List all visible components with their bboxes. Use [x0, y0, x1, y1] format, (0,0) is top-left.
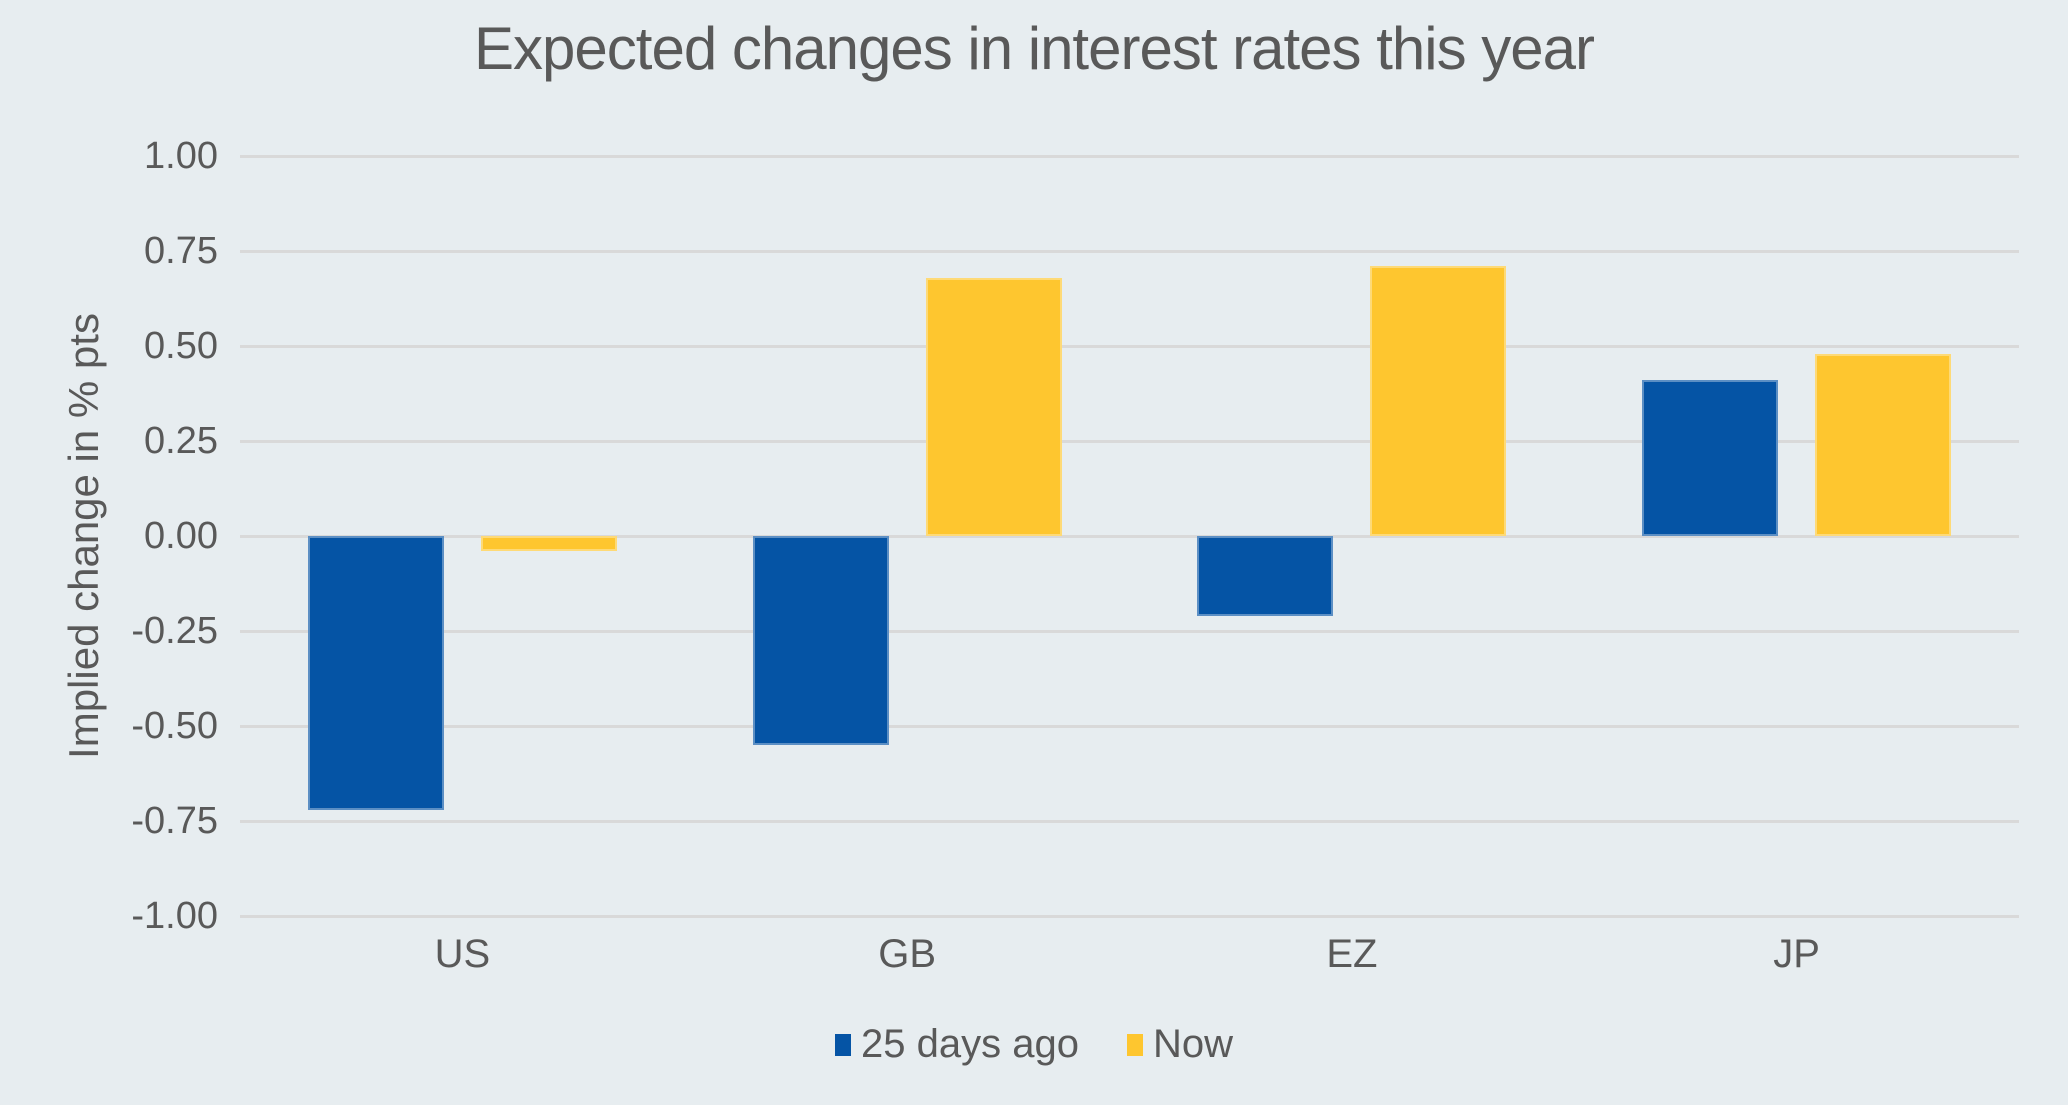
- bar-ez-now: [1370, 266, 1507, 536]
- y-tick-label: 0.00: [144, 515, 218, 557]
- x-tick-label-ez: EZ: [1326, 932, 1378, 976]
- bar-ez-25-days-ago: [1197, 536, 1334, 616]
- gridline: [240, 155, 2019, 158]
- bar-gb-25-days-ago: [752, 536, 889, 745]
- legend-item-now: Now: [1126, 1022, 1233, 1067]
- gridline: [240, 820, 2019, 823]
- legend-label: 25 days ago: [861, 1022, 1079, 1066]
- gridline: [240, 250, 2019, 253]
- gridline: [240, 630, 2019, 633]
- gridline: [240, 915, 2019, 918]
- legend-swatch-icon: [835, 1033, 851, 1056]
- gridline: [240, 725, 2019, 728]
- bar-jp-25-days-ago: [1642, 380, 1779, 536]
- x-tick-label-us: US: [434, 932, 491, 976]
- gridline: [240, 440, 2019, 443]
- y-tick-label: -1.00: [131, 895, 218, 937]
- bar-jp-now: [1815, 353, 1952, 536]
- y-tick-label: 0.50: [144, 325, 218, 367]
- gridline: [240, 535, 2019, 538]
- y-tick-label: 0.75: [144, 230, 218, 272]
- y-tick-label: -0.50: [131, 705, 218, 747]
- y-tick-label: 1.00: [144, 135, 218, 177]
- legend: 25 days ago Now: [0, 1022, 2068, 1067]
- y-tick-label: 0.25: [144, 420, 218, 462]
- legend-label: Now: [1152, 1022, 1233, 1066]
- x-tick-label-gb: GB: [878, 932, 937, 976]
- legend-item-25-days-ago: 25 days ago: [835, 1022, 1079, 1067]
- y-tick-label: -0.75: [131, 800, 218, 842]
- bar-us-now: [480, 536, 617, 552]
- legend-swatch-icon: [1126, 1033, 1143, 1056]
- bar-gb-now: [925, 277, 1062, 536]
- x-tick-label-jp: JP: [1773, 932, 1820, 976]
- bar-us-25-days-ago: [307, 536, 444, 810]
- gridline: [240, 345, 2019, 348]
- chart-title: Expected changes in interest rates this …: [474, 15, 1595, 82]
- y-tick-label: -0.25: [131, 610, 218, 652]
